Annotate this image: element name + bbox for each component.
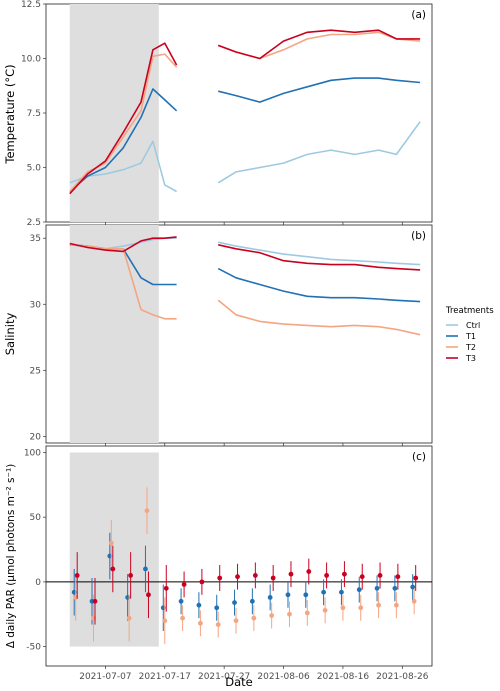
y-tick-label: 25 [30, 366, 41, 376]
series-line-t2 [69, 244, 421, 336]
data-point-t1 [321, 589, 327, 595]
y-tick-label: 50 [30, 513, 42, 523]
data-point-t1 [303, 592, 309, 598]
y-tick-label: -50 [26, 643, 41, 653]
shaded-period [69, 452, 159, 647]
data-point-t1 [196, 602, 202, 608]
data-point-t2 [322, 607, 328, 613]
data-point-t1 [178, 598, 184, 604]
data-point-t2 [340, 605, 346, 611]
data-point-t3 [270, 575, 276, 581]
data-point-t1 [356, 587, 362, 593]
panel-b-plot: 20 25 30 35 [30, 225, 421, 446]
data-point-t2 [180, 615, 185, 621]
panel-a-label: (a) [411, 9, 426, 21]
data-point-t3 [413, 575, 419, 581]
panel-c-label: (c) [412, 451, 426, 463]
x-tick-label: 2021-08-16 [317, 672, 370, 682]
data-point-t3 [252, 573, 258, 578]
data-point-t2 [411, 598, 417, 604]
legend-title: Treatments [445, 306, 494, 316]
data-point-t2 [251, 615, 257, 621]
data-point-t3 [395, 574, 401, 580]
x-tick-label: 2021-08-26 [376, 672, 429, 682]
data-point-t3 [181, 582, 187, 587]
data-point-t2 [269, 613, 275, 618]
x-tick-label: 2021-07-07 [79, 672, 131, 682]
panel-c-ylabel: Δ daily PAR (µmol photons m⁻² s⁻¹) [5, 464, 17, 649]
y-tick-label: 0 [35, 578, 41, 588]
data-point-t3 [288, 571, 294, 577]
data-point-t2 [215, 622, 221, 627]
y-tick-label: 30 [30, 300, 42, 310]
panel-b-label: (b) [411, 230, 426, 242]
data-point-t3 [110, 566, 116, 572]
data-point-t2 [198, 620, 203, 626]
data-point-t2 [126, 615, 132, 621]
y-tick-label: 35 [30, 234, 41, 244]
legend-label-t2: T2 [465, 343, 476, 352]
data-point-t2 [108, 540, 114, 546]
y-tick-label: 10.0 [21, 55, 41, 65]
x-axis-label: Date [225, 675, 253, 689]
shaded-period [69, 4, 159, 222]
series-line-t1 [69, 77, 421, 193]
data-point-t3 [163, 585, 169, 591]
x-tick-label: 2021-07-17 [139, 672, 191, 682]
data-point-t2 [376, 602, 381, 608]
panel-c-frame [45, 445, 433, 667]
data-point-t3 [342, 571, 347, 577]
legend: Treatments Ctrl T1 T2 T3 [445, 306, 494, 363]
panel-b-ylabel: Salinity [3, 313, 17, 356]
shaded-period [69, 225, 159, 443]
data-point-t3 [377, 573, 383, 578]
data-point-t1 [392, 585, 398, 591]
data-point-t3 [217, 575, 223, 581]
data-point-t1 [214, 605, 220, 611]
data-point-t1 [143, 566, 148, 572]
data-point-t3 [359, 574, 365, 580]
y-tick-label: 12.5 [21, 0, 41, 10]
data-point-t3 [324, 573, 330, 578]
data-point-t3 [74, 573, 80, 578]
data-point-t1 [339, 589, 344, 595]
data-point-t3 [128, 573, 134, 578]
data-point-t1 [249, 598, 255, 604]
legend-label-t1: T1 [465, 332, 476, 341]
data-point-t3 [199, 579, 205, 585]
data-point-t3 [306, 569, 312, 574]
legend-label-ctrl: Ctrl [466, 321, 480, 330]
data-point-t2 [144, 508, 150, 514]
x-tick-label: 2021-08-06 [257, 672, 310, 682]
x-tick-label: 2021-07-27 [198, 672, 250, 682]
data-point-t1 [374, 585, 380, 591]
data-point-t3 [92, 598, 98, 604]
data-point-t2 [393, 602, 399, 608]
data-point-t2 [304, 610, 310, 616]
panel-b-frame [45, 224, 433, 444]
series-line-t3 [69, 29, 421, 195]
y-tick-label: 7.5 [27, 109, 41, 119]
data-point-t1 [267, 595, 273, 600]
y-tick-label: 5.0 [27, 164, 42, 174]
y-tick-label: 100 [24, 448, 41, 458]
panel-a-plot: 2.5 5.0 7.5 10.0 12.5 [21, 0, 421, 228]
data-point-t2 [162, 618, 168, 624]
data-point-t2 [287, 611, 292, 617]
data-point-t2 [233, 618, 239, 624]
panel-a-ylabel: Temperature (°C) [3, 64, 17, 164]
series-line-t3 [69, 236, 421, 271]
legend-label-t3: T3 [465, 354, 476, 363]
series-line-ctrl [69, 121, 421, 193]
y-tick-label: 20 [30, 432, 42, 442]
y-tick-label: 2.5 [27, 218, 41, 228]
data-point-t2 [358, 605, 364, 611]
data-point-t3 [146, 592, 151, 598]
data-point-t3 [235, 574, 240, 580]
data-point-t1 [232, 600, 237, 605]
data-point-t1 [410, 584, 416, 590]
panel-c-plot: -50 0 50 100 2021-07-07 2021-07-17 2021-07-27 2… [24, 448, 432, 682]
data-point-t1 [285, 592, 291, 598]
